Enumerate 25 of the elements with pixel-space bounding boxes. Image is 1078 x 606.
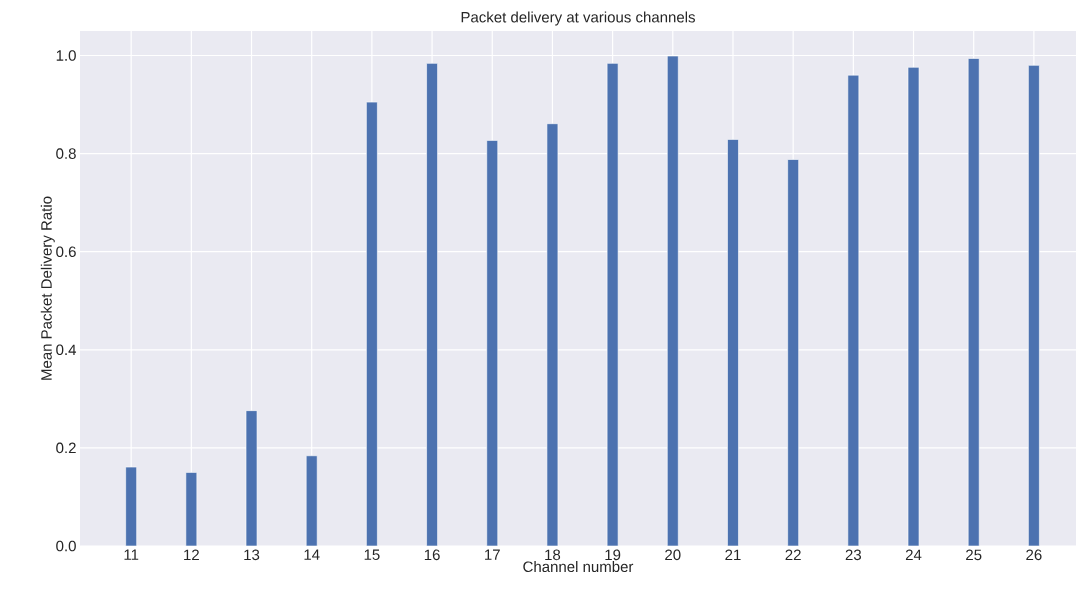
x-tick-label: 19 [605, 549, 621, 561]
x-tick-label: 21 [725, 549, 741, 561]
y-tick-label: 0.8 [56, 148, 76, 159]
x-tick-label: 24 [905, 549, 922, 561]
x-tick-label: 20 [665, 549, 681, 561]
x-tick-label: 13 [244, 549, 260, 561]
x-tick-label: 12 [184, 549, 199, 561]
x-tick-label: 15 [364, 549, 380, 560]
y-tick-label: 0.4 [56, 344, 77, 356]
x-tick-label: 18 [545, 549, 561, 561]
x-tick-label: 26 [1026, 549, 1042, 561]
x-tick-label: 23 [845, 549, 862, 561]
y-tick-label: 0.0 [56, 540, 76, 552]
chart-title: Packet delivery at various channels [461, 11, 695, 26]
x-tick-label: 22 [785, 549, 801, 561]
x-tick-label: 11 [124, 549, 139, 560]
y-tick-label: 1.0 [56, 50, 76, 61]
x-axis-title: Channel number [523, 561, 634, 573]
x-tick-label: 17 [485, 549, 500, 560]
x-tick-label: 25 [966, 549, 982, 561]
x-tick-label: 14 [304, 549, 320, 560]
y-tick-label: 0.6 [56, 246, 76, 258]
y-tick-label: 0.2 [56, 442, 76, 454]
y-axis-title: Mean Packet Delivery Ratio [40, 196, 55, 380]
x-tick-label: 16 [424, 549, 440, 561]
